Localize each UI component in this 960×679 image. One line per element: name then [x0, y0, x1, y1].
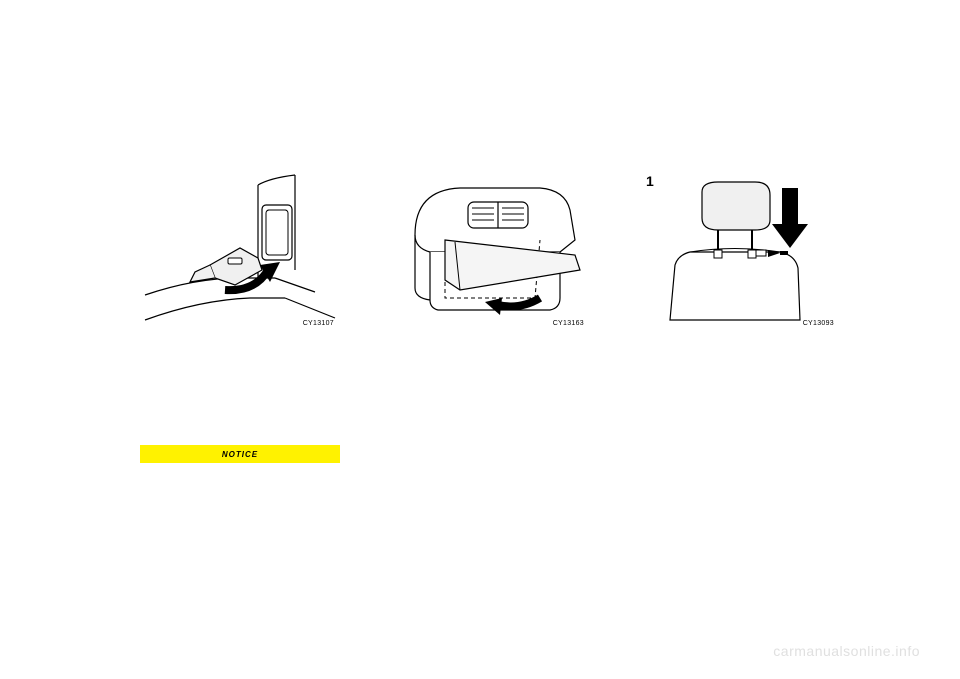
- figure-code: CY13093: [803, 320, 834, 327]
- figure-cell-2: CY13163: [390, 170, 590, 330]
- figure-cell-3: 1 CY13093: [640, 170, 840, 330]
- down-arrow-icon: [772, 188, 808, 248]
- figure-code: CY13163: [553, 320, 584, 327]
- figure-3: 1 CY13093: [640, 170, 840, 330]
- notice-label: NOTICE: [222, 450, 258, 459]
- headrest-illustration: [640, 170, 840, 330]
- figure-cell-1: CY13107: [140, 170, 340, 330]
- vent-icon: [468, 202, 528, 228]
- console-panel-illustration: [390, 170, 590, 330]
- figure-2: CY13163: [390, 170, 590, 330]
- seatbelt-stow-illustration: [140, 170, 340, 330]
- figure-code: CY13107: [303, 320, 334, 327]
- figure-1: CY13107: [140, 170, 340, 330]
- buckle-icon: [190, 248, 262, 285]
- watermark-text: carmanualsonline.info: [773, 643, 920, 659]
- figures-row: CY13107: [140, 170, 840, 330]
- figure-step-number: 1: [646, 173, 654, 189]
- notice-bar: NOTICE: [140, 445, 340, 463]
- manual-page: CY13107: [0, 0, 960, 679]
